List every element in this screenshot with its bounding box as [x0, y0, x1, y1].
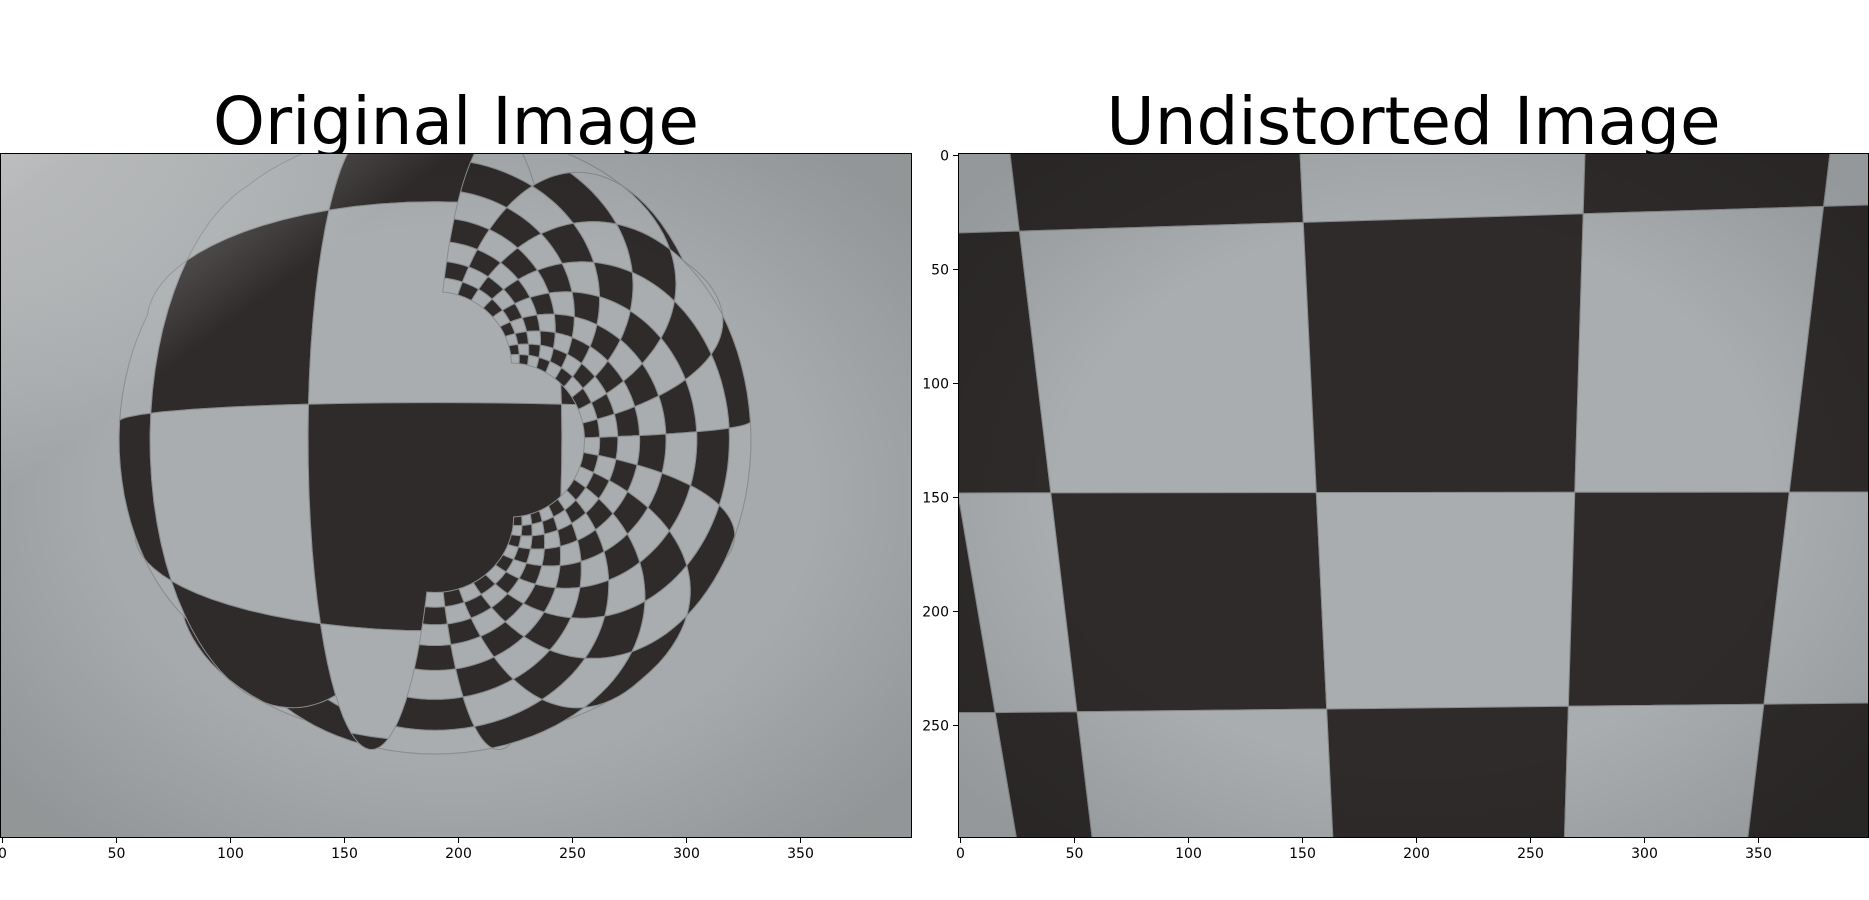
x-tick-label: 100 [217, 846, 244, 862]
x-tick-label: 300 [673, 846, 700, 862]
x-tick-label: 100 [1175, 846, 1202, 862]
checker-square [360, 128, 510, 136]
x-tick-label: 200 [445, 846, 472, 862]
x-tick-label: 50 [1066, 846, 1084, 862]
undistorted-x-axis: 0 50 100 150 200 250 300 350 [956, 838, 1772, 862]
y-tick-label: 150 [922, 491, 949, 507]
x-tick-label: 150 [331, 846, 358, 862]
y-tick-label: 100 [922, 377, 949, 393]
undistorted-image-title: Undistorted Image [1106, 83, 1721, 160]
x-tick-label: 150 [1289, 846, 1316, 862]
x-tick-label: 350 [787, 846, 814, 862]
undistorted-image [958, 153, 1869, 838]
x-tick-label: 0 [0, 846, 7, 862]
y-tick-label: 0 [940, 149, 949, 165]
original-image-frame [0, 153, 912, 838]
x-tick-label: 350 [1745, 846, 1772, 862]
undistorted-y-axis: 0 50 100 150 200 250 [922, 149, 958, 735]
original-image-title: Original Image [213, 83, 699, 160]
x-tick-label: 250 [1517, 846, 1544, 862]
x-tick-label: 50 [108, 846, 126, 862]
y-tick-label: 50 [931, 263, 949, 279]
x-tick-label: 0 [956, 846, 965, 862]
x-tick-label: 300 [1631, 846, 1658, 862]
original-x-axis: 0 50 100 150 200 250 300 350 [0, 838, 814, 862]
x-tick-label: 250 [559, 846, 586, 862]
original-image [0, 128, 912, 838]
x-tick-label: 200 [1403, 846, 1430, 862]
y-tick-label: 200 [922, 605, 949, 621]
y-tick-label: 250 [922, 719, 949, 735]
